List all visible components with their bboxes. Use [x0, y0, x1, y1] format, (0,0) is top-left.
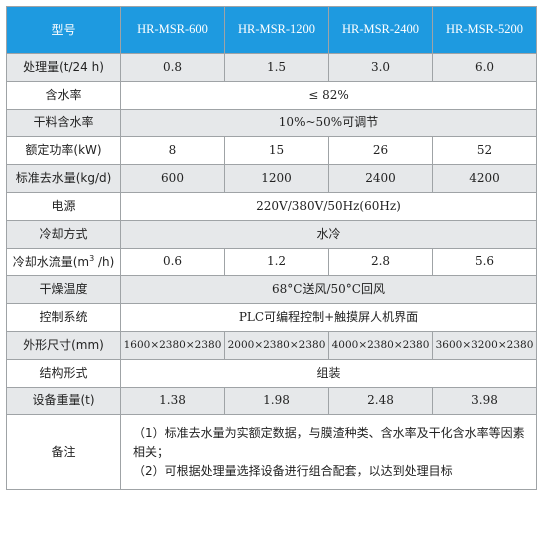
row-capacity: 处理量(t/24 h) 0.8 1.5 3.0 6.0: [6, 53, 537, 82]
cell-value: 2400: [328, 164, 433, 193]
note-line-2: （2）可根据处理量选择设备进行组合配套，以达到处理目标: [133, 463, 453, 478]
cell-value: 1200: [224, 164, 329, 193]
cell-value: 3600×3200×2380: [432, 330, 537, 360]
row-label: 额定功率(kW): [6, 136, 121, 166]
row-label: 含水率: [6, 80, 121, 110]
row-label: 标准去水量(kg/d): [6, 164, 121, 193]
cell-value: 4000×2380×2380: [328, 330, 433, 360]
cell-value: 1600×2380×2380: [120, 330, 225, 360]
row-dry-moisture: 干料含水率 10%~50%可调节: [6, 108, 537, 138]
cell-value: 26: [328, 136, 433, 166]
header-row: 型号 HR-MSR-600 HR-MSR-1200 HR-MSR-2400 HR…: [6, 6, 537, 54]
cell-merged: 10%~50%可调节: [120, 108, 537, 138]
row-cooling-flow: 冷却水流量(m3 /h) 0.6 1.2 2.8 5.6: [6, 247, 537, 277]
row-label: 干料含水率: [6, 108, 121, 138]
row-label: 冷却水流量(m3 /h): [6, 247, 121, 277]
cell-merged: ≤ 82%: [120, 80, 537, 110]
cell-value: 52: [432, 136, 537, 166]
row-water-removal: 标准去水量(kg/d) 600 1200 2400 4200: [6, 164, 537, 193]
row-structure: 结构形式 组装: [6, 358, 537, 388]
row-label: 结构形式: [6, 358, 121, 388]
cell-merged: 组装: [120, 358, 537, 388]
row-power: 额定功率(kW) 8 15 26 52: [6, 136, 537, 166]
row-moisture: 含水率 ≤ 82%: [6, 80, 537, 110]
header-label: 型号: [6, 6, 121, 54]
cell-merged: 68°C送风/50°C回风: [120, 275, 537, 305]
cell-merged: 水冷: [120, 219, 537, 249]
cell-value: 2000×2380×2380: [224, 330, 329, 360]
row-power-supply: 电源 220V/380V/50Hz(60Hz): [6, 191, 537, 221]
model-header: HR-MSR-600: [120, 6, 225, 54]
row-label: 干燥温度: [6, 275, 121, 305]
cell-value: 6.0: [432, 53, 537, 82]
row-drying-temp: 干燥温度 68°C送风/50°C回风: [6, 275, 537, 305]
label-superscript: 3: [89, 253, 95, 263]
note-line-1: （1）标准去水量为实额定数据，与膜渣种类、含水率及干化含水率等因素相关；: [133, 426, 525, 460]
label-part: /h): [94, 254, 115, 269]
notes-label: 备注: [6, 414, 121, 491]
row-notes: 备注 （1）标准去水量为实额定数据，与膜渣种类、含水率及干化含水率等因素相关； …: [6, 414, 537, 491]
cell-value: 1.38: [120, 386, 225, 416]
cell-value: 5.6: [432, 247, 537, 277]
cell-value: 1.2: [224, 247, 329, 277]
row-label: 电源: [6, 191, 121, 221]
cell-value: 600: [120, 164, 225, 193]
model-header: HR-MSR-5200: [432, 6, 537, 54]
spec-table: 型号 HR-MSR-600 HR-MSR-1200 HR-MSR-2400 HR…: [6, 6, 537, 491]
notes-content: （1）标准去水量为实额定数据，与膜渣种类、含水率及干化含水率等因素相关； （2）…: [120, 414, 537, 491]
row-cooling-method: 冷却方式 水冷: [6, 219, 537, 249]
row-dimensions: 外形尺寸(mm) 1600×2380×2380 2000×2380×2380 4…: [6, 330, 537, 360]
cell-value: 1.98: [224, 386, 329, 416]
row-label: 处理量(t/24 h): [6, 53, 121, 82]
cell-value: 2.8: [328, 247, 433, 277]
cell-value: 0.8: [120, 53, 225, 82]
row-weight: 设备重量(t) 1.38 1.98 2.48 3.98: [6, 386, 537, 416]
model-header: HR-MSR-2400: [328, 6, 433, 54]
cell-value: 8: [120, 136, 225, 166]
cell-merged: 220V/380V/50Hz(60Hz): [120, 191, 537, 221]
row-label: 控制系统: [6, 303, 121, 332]
cell-value: 1.5: [224, 53, 329, 82]
row-control-system: 控制系统 PLC可编程控制+触摸屏人机界面: [6, 303, 537, 332]
cell-value: 15: [224, 136, 329, 166]
row-label: 外形尺寸(mm): [6, 330, 121, 360]
cell-value: 3.0: [328, 53, 433, 82]
cell-value: 0.6: [120, 247, 225, 277]
cell-value: 4200: [432, 164, 537, 193]
cell-merged: PLC可编程控制+触摸屏人机界面: [120, 303, 537, 332]
row-label: 设备重量(t): [6, 386, 121, 416]
row-label: 冷却方式: [6, 219, 121, 249]
label-part: 冷却水流量(m: [12, 254, 90, 269]
cell-value: 2.48: [328, 386, 433, 416]
cell-value: 3.98: [432, 386, 537, 416]
model-header: HR-MSR-1200: [224, 6, 329, 54]
